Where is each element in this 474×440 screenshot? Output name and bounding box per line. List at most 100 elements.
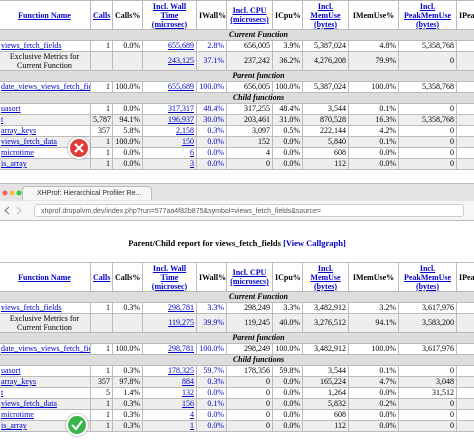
metric-link[interactable]: 6 — [190, 148, 194, 158]
metric-cell: 3.3% — [196, 302, 227, 314]
metric-link[interactable]: 3 — [190, 159, 194, 169]
sort-link[interactable]: Function Name — [18, 272, 71, 282]
sort-link[interactable]: Incl. PeakMemUse (bytes) — [403, 263, 452, 291]
cross — [74, 143, 84, 153]
metric-cell: 655,689 — [142, 40, 197, 52]
metric-cell: 3,544 — [302, 103, 349, 115]
metric-link[interactable]: 119,275 — [168, 318, 194, 327]
metric-cell: 1 — [90, 103, 113, 115]
sort-link[interactable]: Function Name — [18, 10, 71, 20]
function-link[interactable]: array_keys — [1, 126, 37, 136]
function-link[interactable]: views_fetch_fields — [1, 303, 62, 313]
metric-link[interactable]: 156 — [182, 399, 194, 409]
browser-tab[interactable]: XHProf: Hierarchical Profiler Re... — [22, 186, 152, 200]
function-name: is_array — [0, 158, 91, 170]
metric-cell: 1 — [90, 147, 113, 159]
metric-cell: 100.0% — [196, 343, 227, 355]
sort-link[interactable]: Calls — [93, 10, 111, 20]
metric-link[interactable]: 1 — [190, 421, 194, 431]
header-cell: Incl. CPU (microsecs) — [226, 262, 273, 292]
empty-cell — [112, 51, 143, 71]
header-cell: Calls% — [112, 262, 143, 292]
data-row: array_keys 357 97.8% 884 0.3% 0 0.0% 165,224 4.7… — [0, 376, 474, 388]
function-link[interactable]: is_array — [1, 159, 27, 169]
metric-cell: 0.0% — [456, 125, 474, 137]
metric-link[interactable]: 884 — [182, 377, 194, 387]
metric-cell: 100.0% — [112, 81, 143, 93]
function-link[interactable]: date_views_views_fetch_fields — [1, 344, 90, 354]
metric-cell: 152 — [226, 136, 273, 148]
data-row: views_fetch_fields 1 0.0% 655,689 2.8% 656,00… — [0, 40, 474, 52]
function-link[interactable]: array_keys — [1, 377, 37, 387]
sort-link[interactable]: Calls — [93, 272, 111, 282]
metric-link[interactable]: 196,937 — [168, 115, 194, 125]
metric-cell: 0.0% — [196, 158, 227, 170]
metric-cell: 1.4% — [112, 387, 143, 399]
metric-link[interactable]: 178,325 — [168, 366, 194, 376]
metric-cell: 178,356 — [226, 365, 273, 377]
metric-cell: 1 — [142, 420, 197, 432]
empty-cell — [90, 313, 113, 333]
metric-link[interactable]: 317,317 — [168, 104, 194, 114]
sort-link[interactable]: Incl. MemUse (bytes) — [310, 263, 341, 291]
function-name: views_fetch_fields — [0, 302, 91, 314]
metric-link[interactable]: 132 — [182, 388, 194, 398]
sort-link[interactable]: Incl. MemUse (bytes) — [310, 1, 341, 29]
metric-cell: 0.3% — [196, 125, 227, 137]
callgraph-link[interactable]: [View Callgraph] — [283, 238, 346, 248]
metric-cell: 5,358,768 — [398, 40, 457, 52]
function-link[interactable]: views_fetch_fields — [1, 41, 62, 51]
metric-link[interactable]: 2,158 — [176, 126, 194, 136]
metric-link[interactable]: 4 — [190, 410, 194, 420]
metric-cell: 608 — [302, 147, 349, 159]
metric-cell: 203,461 — [226, 114, 273, 126]
metric-cell: 4.2% — [348, 125, 399, 137]
empty-cell — [112, 313, 143, 333]
data-row: views_fetch_fields 1 0.3% 298,781 3.3% 298,24… — [0, 302, 474, 314]
metric-cell: 317,255 — [226, 103, 273, 115]
metric-cell: 165,224 — [302, 376, 349, 388]
header-cell: Incl. PeakMemUse (bytes) — [398, 0, 457, 30]
header-cell: Function Name — [0, 262, 91, 292]
metric-cell: 0 — [226, 158, 273, 170]
metric-cell: 3,482,912 — [302, 343, 349, 355]
metric-link[interactable]: 655,689 — [168, 41, 194, 51]
header-cell: Incl. MemUse (bytes) — [302, 0, 349, 30]
function-link[interactable]: views_fetch_data — [1, 137, 57, 147]
function-link[interactable]: t — [1, 388, 4, 398]
metric-cell: 0.0% — [272, 376, 303, 388]
sort-link[interactable]: Incl. PeakMemUse (bytes) — [403, 1, 452, 29]
function-link[interactable]: date_views_views_fetch_fields — [1, 82, 90, 92]
sort-link[interactable]: Incl. CPU (microsecs) — [230, 268, 269, 286]
metric-cell: 656,005 — [226, 40, 273, 52]
metric-cell: 39.9% — [196, 313, 227, 333]
sort-link[interactable]: Incl. CPU (microsecs) — [230, 6, 269, 24]
function-link[interactable]: views_fetch_data — [1, 399, 57, 409]
metric-link[interactable]: 298,781 — [168, 303, 194, 313]
data-row: Exclusive Metrics for Current Function 11… — [0, 313, 474, 333]
metric-link[interactable]: 243,125 — [168, 56, 194, 65]
metric-link[interactable]: 655,689 — [168, 82, 194, 92]
function-link[interactable]: t — [1, 115, 4, 125]
nav-buttons[interactable] — [2, 201, 32, 220]
metric-cell: 4.5% — [456, 40, 474, 52]
metric-cell: 0.2% — [348, 398, 399, 410]
metric-cell: 97.8% — [112, 376, 143, 388]
header-row: Function Name Calls Calls% Incl. Wall Time … — [0, 262, 474, 292]
sort-link[interactable]: Incl. Wall Time (microsec) — [151, 1, 188, 29]
metric-cell: 1 — [90, 158, 113, 170]
metric-cell: 1 — [90, 40, 113, 52]
section-row: Current Function — [0, 29, 474, 41]
metric-cell: 31,512 — [398, 387, 457, 399]
metric-link[interactable]: 298,781 — [168, 344, 194, 354]
address-bar[interactable]: xhprof.drupalvm.dev/index.php?run=577aa4… — [34, 204, 464, 217]
sort-link[interactable]: Incl. Wall Time (microsec) — [151, 263, 188, 291]
metric-link[interactable]: 150 — [182, 137, 194, 147]
function-link[interactable]: microtime — [1, 410, 34, 420]
function-link[interactable]: microtime — [1, 148, 34, 158]
metric-cell: 2,158 — [142, 125, 197, 137]
function-link[interactable]: is_array — [1, 421, 27, 431]
function-link[interactable]: uasort — [1, 366, 21, 376]
function-link[interactable]: uasort — [1, 104, 21, 114]
